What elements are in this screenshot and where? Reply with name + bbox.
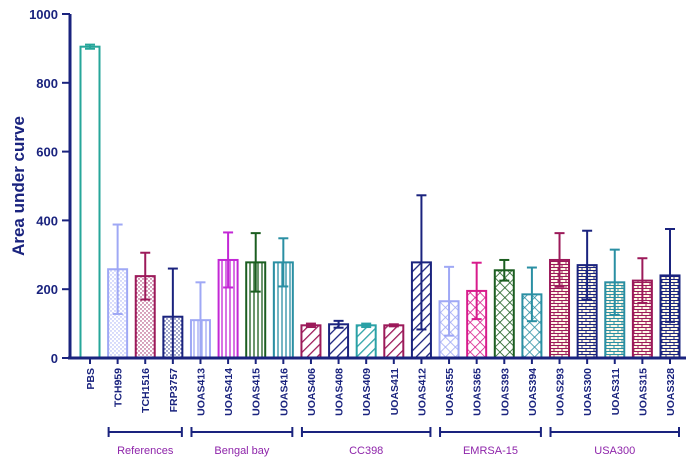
bar-uoas328 <box>659 228 681 359</box>
group-references: References <box>107 427 183 457</box>
y-tick-label-1000: 1000 <box>29 7 58 22</box>
x-tick-label-tch959: TCH959 <box>113 368 125 407</box>
x-tick-label-uoas328: UOAS328 <box>665 368 677 416</box>
x-tick-label-uoas393: UOAS393 <box>499 368 511 416</box>
bar-uoas414 <box>217 231 239 359</box>
y-tick-label-200: 200 <box>36 282 58 297</box>
x-tick-label-frp3757: FRP3757 <box>168 368 180 413</box>
x-tick-label-uoas406: UOAS406 <box>306 368 318 416</box>
bar-uoas300 <box>576 229 598 359</box>
bar-frp3757 <box>162 267 184 359</box>
bar-tch1516 <box>134 251 156 359</box>
x-tick-label-uoas355: UOAS355 <box>444 368 456 416</box>
bar-uoas394 <box>521 266 543 359</box>
x-tick-label-uoas300: UOAS300 <box>582 368 594 416</box>
x-tick-label-tch1516: TCH1516 <box>140 368 152 413</box>
bar-uoas409 <box>355 322 377 360</box>
x-tick-label-uoas315: UOAS315 <box>637 368 649 416</box>
bar-uoas412 <box>410 194 432 360</box>
bar-tch959 <box>107 223 129 359</box>
bar-rect-pbs <box>79 45 101 360</box>
bar-uoas293 <box>549 232 571 359</box>
bar-rect-uoas411 <box>383 324 405 360</box>
group-label-emrsa-15: EMRSA-15 <box>463 445 518 457</box>
y-axis-label: Area under curve <box>9 116 28 256</box>
bar-uoas393 <box>493 258 515 359</box>
x-tick-label-uoas411: UOAS411 <box>389 368 401 415</box>
group-label-cc398: CC398 <box>349 445 383 457</box>
y-tick-label-600: 600 <box>36 145 58 160</box>
group-emrsa-15: EMRSA-15 <box>439 427 542 457</box>
group-label-references: References <box>117 445 174 457</box>
x-tick-label-uoas311: UOAS311 <box>610 368 622 415</box>
y-tick-label-0: 0 <box>51 351 58 366</box>
bar-uoas311 <box>604 248 626 360</box>
bar-uoas411 <box>383 323 405 360</box>
x-tick-label-uoas416: UOAS416 <box>278 368 290 416</box>
x-tick-label-pbs: PBS <box>85 368 97 390</box>
bar-uoas416 <box>272 237 294 360</box>
y-tick-label-800: 800 <box>36 76 58 91</box>
x-tick-label-uoas408: UOAS408 <box>334 368 346 416</box>
group-label-bengal-bay: Bengal bay <box>214 445 270 457</box>
x-tick-label-uoas412: UOAS412 <box>416 368 428 416</box>
x-tick-label-uoas413: UOAS413 <box>195 368 207 416</box>
x-tick-label-uoas409: UOAS409 <box>361 368 373 416</box>
bar-uoas406 <box>300 322 322 360</box>
bar-uoas408 <box>328 319 350 359</box>
bar-rect-uoas409 <box>355 324 377 360</box>
bar-rect-uoas408 <box>328 323 350 359</box>
bar-rect-uoas393 <box>493 269 515 359</box>
bar-uoas413 <box>189 281 211 360</box>
x-ticks: PBS TCH959 TCH1516 FRP3757 UOAS413 UOAS414 UOA… <box>85 358 677 416</box>
group-usa300: USA300 <box>549 427 680 457</box>
x-tick-label-uoas365: UOAS365 <box>472 368 484 416</box>
bar-uoas355 <box>438 265 460 359</box>
y-ticks: 0 200 400 600 800 1000 <box>29 7 70 366</box>
group-bengal-bay: Bengal bay <box>190 427 294 457</box>
x-tick-label-uoas394: UOAS394 <box>527 368 539 416</box>
group-brackets: References Bengal bay CC398 EMRSA-15 USA300 <box>107 427 680 457</box>
bar-pbs <box>79 43 101 360</box>
bar-uoas365 <box>466 261 488 360</box>
bars-layer <box>79 43 681 360</box>
x-tick-label-uoas293: UOAS293 <box>555 368 567 416</box>
group-label-usa300: USA300 <box>594 445 635 457</box>
y-tick-label-400: 400 <box>36 213 58 228</box>
bar-uoas315 <box>631 257 653 360</box>
x-tick-label-uoas414: UOAS414 <box>223 368 235 416</box>
bar-uoas415 <box>245 232 267 360</box>
x-tick-label-uoas415: UOAS415 <box>251 368 263 416</box>
axes-layer <box>68 14 686 360</box>
bar-rect-uoas406 <box>300 324 322 360</box>
group-cc398: CC398 <box>300 427 432 457</box>
